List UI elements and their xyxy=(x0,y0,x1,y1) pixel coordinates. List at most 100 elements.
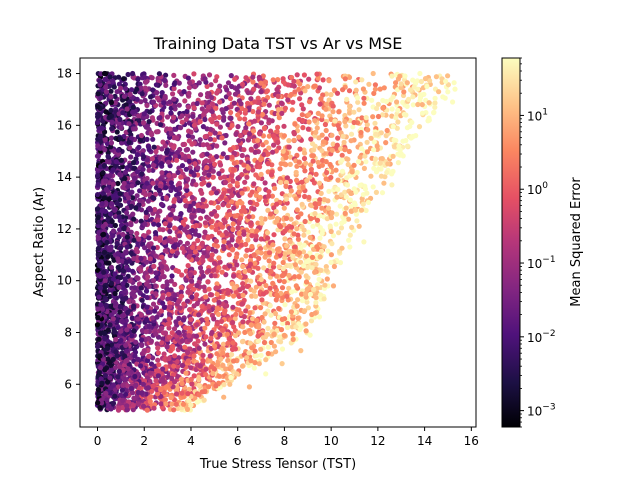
scatter-point xyxy=(309,141,316,147)
scatter-point xyxy=(246,267,253,274)
scatter-point xyxy=(118,157,124,163)
scatter-point xyxy=(191,303,197,309)
scatter-point xyxy=(199,153,205,159)
scatter-point xyxy=(202,341,208,347)
scatter-point xyxy=(123,86,129,92)
scatter-point xyxy=(131,175,137,182)
scatter-point xyxy=(153,253,159,259)
scatter-point xyxy=(253,293,259,299)
scatter-point xyxy=(233,131,239,137)
scatter-point xyxy=(160,378,166,384)
scatter-point xyxy=(336,109,342,115)
scatter-point xyxy=(211,137,217,143)
scatter-point xyxy=(146,184,152,191)
scatter-point xyxy=(172,244,178,250)
scatter-point xyxy=(147,399,153,405)
scatter-point xyxy=(204,83,210,89)
scatter-point xyxy=(186,90,192,96)
scatter-point xyxy=(108,144,114,150)
scatter-point xyxy=(353,87,359,93)
scatter-point xyxy=(278,161,284,167)
scatter-point xyxy=(255,95,261,101)
scatter-point xyxy=(340,87,346,93)
scatter-point xyxy=(179,381,185,387)
scatter-point xyxy=(294,303,300,309)
scatter-point xyxy=(242,268,248,275)
scatter-point xyxy=(184,298,191,304)
scatter-point xyxy=(102,147,108,153)
scatter-point xyxy=(103,84,109,90)
scatter-point xyxy=(124,210,130,216)
scatter-point xyxy=(268,128,274,134)
scatter-point xyxy=(422,76,429,82)
scatter-point xyxy=(348,203,354,210)
scatter-point xyxy=(305,305,311,311)
scatter-point xyxy=(126,139,132,145)
scatter-point xyxy=(355,99,361,105)
scatter-point xyxy=(373,169,380,175)
scatter-point xyxy=(138,363,144,369)
scatter-point xyxy=(124,106,130,112)
scatter-point xyxy=(115,147,121,153)
scatter-point xyxy=(116,151,122,157)
scatter-point xyxy=(329,132,335,138)
scatter-point xyxy=(248,278,254,284)
scatter-point xyxy=(339,152,345,158)
scatter-point xyxy=(146,283,152,289)
scatter-point xyxy=(121,93,127,99)
scatter-point xyxy=(214,305,220,311)
scatter-point xyxy=(302,168,308,174)
scatter-point xyxy=(256,281,263,287)
scatter-point xyxy=(105,379,111,385)
scatter-point xyxy=(319,148,325,154)
scatter-point xyxy=(110,356,116,362)
scatter-point xyxy=(220,202,226,208)
scatter-point xyxy=(282,236,288,242)
scatter-point xyxy=(121,268,127,274)
scatter-point xyxy=(110,228,117,234)
scatter-point xyxy=(194,322,200,328)
scatter-point xyxy=(232,333,239,339)
scatter-point xyxy=(253,284,259,290)
scatter-point xyxy=(353,211,359,217)
scatter-point xyxy=(323,127,329,134)
scatter-point xyxy=(369,97,375,103)
scatter-point xyxy=(298,259,304,265)
scatter-point xyxy=(250,167,256,173)
scatter-point xyxy=(245,304,251,310)
scatter-point xyxy=(106,196,112,203)
scatter-point xyxy=(264,331,271,337)
scatter-point xyxy=(100,118,106,124)
scatter-point xyxy=(379,156,385,162)
scatter-point xyxy=(233,242,239,248)
scatter-point xyxy=(135,356,141,362)
scatter-point xyxy=(266,117,272,123)
scatter-point xyxy=(221,246,227,252)
scatter-point xyxy=(111,206,117,212)
scatter-point xyxy=(173,319,179,325)
scatter-point xyxy=(278,327,285,333)
scatter-point xyxy=(112,393,118,399)
scatter-point xyxy=(213,248,219,254)
scatter-point xyxy=(146,353,152,359)
scatter-point xyxy=(265,161,271,167)
scatter-point xyxy=(154,244,160,251)
scatter-point xyxy=(177,305,183,311)
scatter-point xyxy=(160,300,166,306)
scatter-point xyxy=(153,378,159,384)
scatter-point xyxy=(330,233,336,239)
scatter-point xyxy=(308,166,314,172)
scatter-point xyxy=(208,126,214,132)
scatter-point xyxy=(253,192,259,198)
scatter-point xyxy=(195,165,201,171)
scatter-point xyxy=(136,281,143,287)
scatter-point xyxy=(141,348,147,354)
scatter-point xyxy=(279,346,286,352)
scatter-point xyxy=(153,149,159,155)
scatter-point xyxy=(190,113,196,120)
scatter-point xyxy=(321,244,327,250)
scatter-point xyxy=(182,332,188,338)
scatter-point xyxy=(126,371,132,377)
scatter-point xyxy=(114,89,120,95)
scatter-point xyxy=(316,276,322,282)
